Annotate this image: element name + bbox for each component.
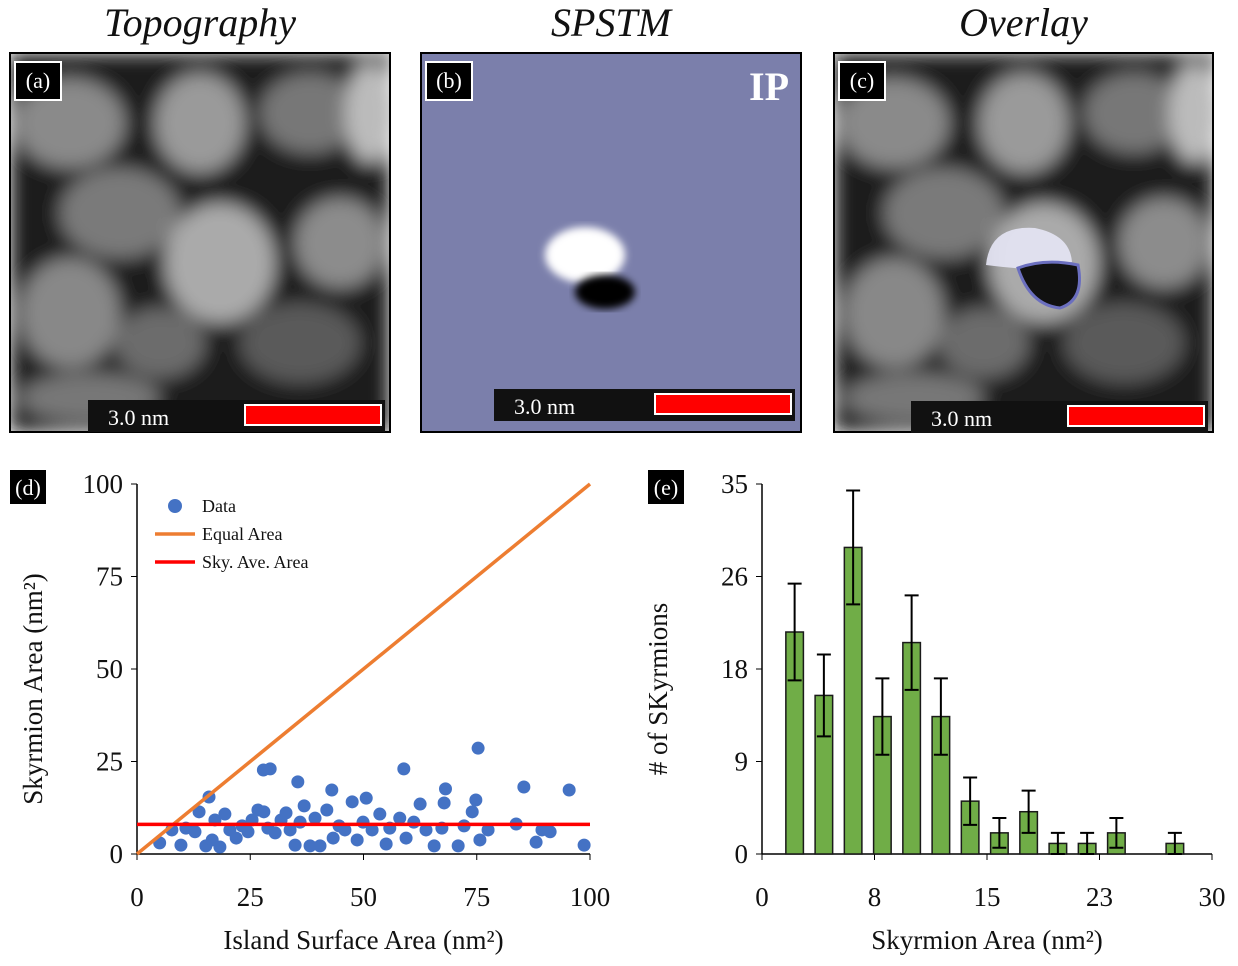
data-point (327, 832, 340, 845)
y-axis-label: # of SKyrmions (643, 603, 673, 776)
data-point (360, 792, 373, 805)
panel-title: Overlay (959, 0, 1088, 45)
data-point (407, 816, 420, 829)
panel-label: (c) (850, 68, 874, 93)
legend-label: Data (202, 496, 236, 516)
data-point (439, 782, 452, 795)
scale-bar (245, 405, 381, 425)
y-tick-label: 50 (96, 654, 123, 684)
panel-title: SPSTM (551, 0, 674, 45)
data-point (438, 796, 451, 809)
panel-tag: IP (749, 64, 789, 109)
data-point (400, 832, 413, 845)
x-tick-label: 23 (1086, 882, 1113, 912)
x-tick-label: 100 (570, 882, 611, 912)
y-tick-label: 75 (96, 562, 123, 592)
panel-label: (a) (26, 68, 50, 93)
x-tick-label: 0 (755, 882, 769, 912)
data-point (380, 838, 393, 851)
data-point (294, 816, 307, 829)
data-point (298, 799, 311, 812)
scale-bar (1068, 406, 1204, 426)
scale-label: 3.0 nm (108, 405, 169, 430)
panel-a (10, 53, 395, 432)
panel-title: Topography (104, 0, 296, 45)
data-point (472, 742, 485, 755)
data-point (517, 781, 530, 794)
panel-c (834, 53, 1219, 432)
data-point (563, 783, 576, 796)
data-point (466, 805, 479, 818)
data-point (530, 836, 543, 849)
data-point (188, 825, 201, 838)
data-point (325, 783, 338, 796)
x-tick-label: 15 (974, 882, 1001, 912)
data-point (218, 808, 231, 821)
data-point (269, 826, 282, 839)
x-tick-label: 50 (350, 882, 377, 912)
scale-label: 3.0 nm (931, 406, 992, 431)
panel-label: (e) (654, 475, 678, 500)
scale-label: 3.0 nm (514, 394, 575, 419)
data-point (373, 808, 386, 821)
figure: Topography (a) 3.0 nm SPSTM (b) 3.0 nm IP Overl… (0, 0, 1238, 961)
y-axis-label: Skyrmion Area (nm²) (18, 573, 48, 805)
data-point (230, 832, 243, 845)
data-point (452, 839, 465, 852)
x-tick-label: 30 (1199, 882, 1226, 912)
x-axis-label: Skyrmion Area (nm²) (871, 925, 1103, 955)
x-tick-label: 75 (463, 882, 490, 912)
scale-bar (655, 394, 791, 414)
x-tick-label: 8 (868, 882, 882, 912)
y-tick-label: 25 (96, 747, 123, 777)
panel-label: (d) (15, 475, 41, 500)
data-point (544, 825, 557, 838)
x-tick-label: 25 (237, 882, 264, 912)
y-tick-label: 100 (83, 469, 124, 499)
data-point (213, 840, 226, 853)
data-point (469, 793, 482, 806)
data-point (264, 762, 277, 775)
x-axis-label: Island Surface Area (nm²) (223, 925, 503, 955)
data-point (174, 839, 187, 852)
legend-label: Equal Area (202, 524, 282, 544)
panel-label: (b) (436, 68, 462, 93)
data-point (351, 833, 364, 846)
y-tick-label: 9 (735, 747, 749, 777)
chart: (d) 0 25 50 75 100 0 25 50 75 100 Island Surface Ar… (10, 469, 610, 955)
y-tick-label: 0 (110, 839, 124, 869)
legend-marker (168, 499, 182, 513)
panel-b (421, 53, 801, 432)
y-tick-label: 26 (721, 562, 748, 592)
data-point (397, 762, 410, 775)
data-point (291, 775, 304, 788)
data-point (414, 798, 427, 811)
data-point (241, 825, 254, 838)
y-tick-label: 0 (735, 839, 749, 869)
data-point (578, 839, 591, 852)
data-point (280, 806, 293, 819)
data-point (473, 833, 486, 846)
data-point (257, 805, 270, 818)
data-point (289, 839, 302, 852)
data-point (320, 803, 333, 816)
legend-label: Sky. Ave. Area (202, 552, 308, 572)
y-tick-label: 18 (721, 654, 748, 684)
x-tick-label: 0 (130, 882, 144, 912)
data-point (346, 795, 359, 808)
data-point (428, 839, 441, 852)
chart: (e) 0 8 15 23 30 0 9 18 26 35 Skyrmion Area (nm²) # … (643, 469, 1226, 955)
data-point (314, 839, 327, 852)
y-tick-label: 35 (721, 469, 748, 499)
